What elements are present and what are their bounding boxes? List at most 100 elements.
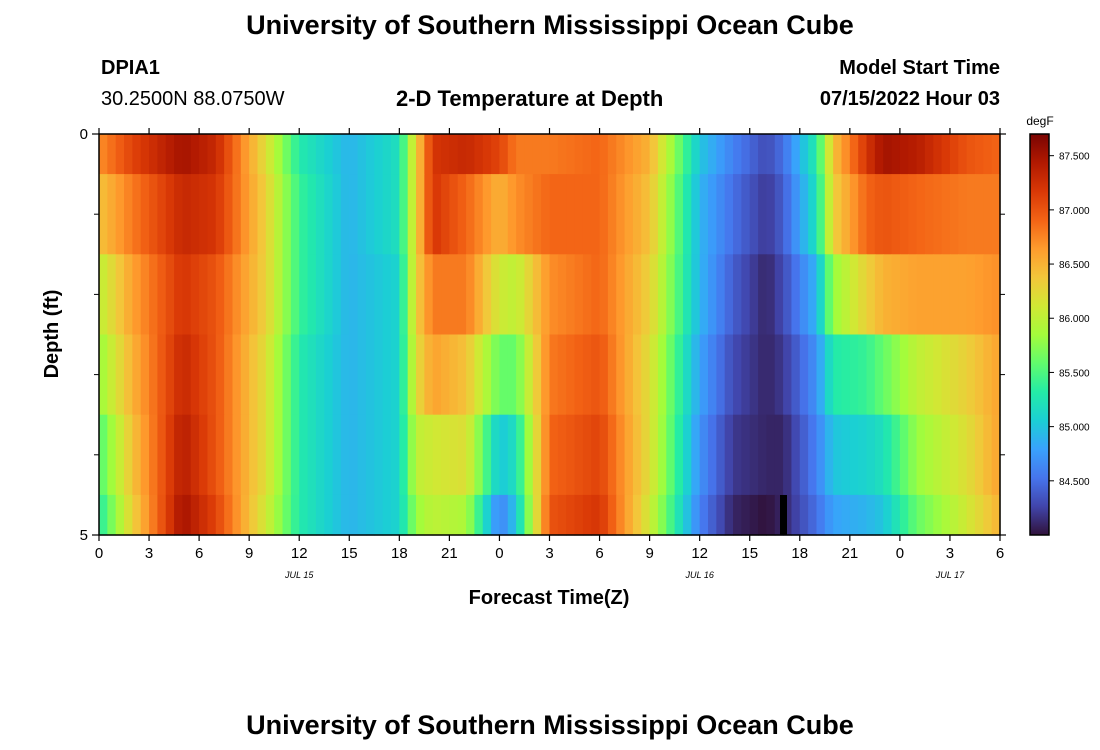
heatmap-cell [207,174,217,255]
heatmap-cell [891,174,901,255]
x-tick-label: 3 [946,545,954,562]
heatmap-cell [332,494,342,536]
colorbar-tick-label: 85.000 [1059,423,1090,434]
heatmap-cell [432,134,442,175]
heatmap-cell [824,414,834,496]
heatmap-cell [549,254,559,336]
heatmap-cell [849,254,859,336]
heatmap-cell [374,254,384,336]
heatmap-cell [416,414,425,496]
heatmap-cell [682,134,692,175]
heatmap-cell [799,334,809,416]
heatmap-cell [416,134,425,175]
heatmap-cell [516,134,526,175]
heatmap-cell [449,494,459,536]
heatmap-cell [507,414,517,496]
heatmap-cell [165,414,175,496]
heatmap-cell [983,494,993,536]
heatmap-cell [390,334,400,416]
heatmap-cell [991,174,1001,255]
heatmap-cell [449,174,459,255]
heatmap-cell [207,334,217,416]
heatmap-cell [115,174,125,255]
heatmap-cell [649,334,659,416]
heatmap-cell [115,494,125,536]
heatmap-cell [716,254,726,336]
heatmap-cell [783,174,793,255]
heatmap-cell [349,494,359,536]
heatmap-cell [390,174,400,255]
heatmap-cell [874,134,884,175]
heatmap-cell [758,414,768,496]
heatmap-cell [215,254,225,336]
colorbar-ticks: 84.500 85.000 85.500 86.000 86.500 87.000 87.5… [1049,152,1090,488]
colorbar-tick-label: 86.000 [1059,314,1090,325]
heatmap-cell [766,134,776,175]
heatmap-cell [574,174,584,255]
heatmap-cell [390,414,400,496]
heatmap-cell [724,414,734,496]
heatmap-cells [99,134,1001,536]
heatmap-cell [866,334,876,416]
heatmap-cell [591,254,601,336]
heatmap-cell [541,254,551,336]
heatmap-cell [908,414,918,496]
heatmap-cell [674,334,684,416]
heatmap-cell [115,254,125,336]
heatmap-cell [632,334,642,416]
heatmap-cell [958,254,968,336]
heatmap-cell [724,334,734,416]
heatmap-cell [699,134,709,175]
heatmap-cell [874,174,884,255]
heatmap-cell [407,254,417,336]
heatmap-cell [240,494,250,536]
heatmap-cell [841,494,851,536]
heatmap-cell [557,254,567,336]
heatmap-cell [174,494,184,536]
heatmap-cell [491,414,501,496]
heatmap-cell [682,334,692,416]
heatmap-cell [499,254,509,336]
heatmap-cell [749,174,759,255]
heatmap-cell [107,414,117,496]
heatmap-cell [666,174,676,255]
heatmap-cell [332,334,342,416]
heatmap-cell [374,414,384,496]
heatmap-cell [974,174,984,255]
heatmap-cell [691,254,701,336]
heatmap-cell [566,174,576,255]
heatmap-cell [866,414,876,496]
heatmap-cell [833,334,843,416]
heatmap-cell [190,334,200,416]
heatmap-cell [282,254,292,336]
heatmap-cell [582,174,592,255]
heatmap-cell [232,414,242,496]
heatmap-cell [482,414,492,496]
heatmap-cell [541,174,551,255]
heatmap-cell [432,414,442,496]
heatmap-cell [174,174,184,255]
heatmap-cell [833,254,843,336]
heatmap-cell [808,134,818,175]
heatmap-cell [407,334,417,416]
heatmap-cell [416,174,425,255]
heatmap-cell [791,334,801,416]
heatmap-cell [340,334,350,416]
heatmap-cell [641,334,651,416]
heatmap-cell [866,494,876,536]
heatmap-cell [107,334,117,416]
heatmap-cell [524,174,534,255]
heatmap-cell [240,134,250,175]
heatmap-cell [215,414,225,496]
heatmap-cell [816,174,826,255]
heatmap-cell [457,334,467,416]
heatmap-cell [174,254,184,336]
heatmap-cell [99,254,108,336]
heatmap-cell [249,494,259,536]
heatmap-cell [899,174,909,255]
heatmap-cell [582,134,592,175]
heatmap-cell [474,414,484,496]
heatmap-cell [649,254,659,336]
heatmap-cell [499,174,509,255]
heatmap-cell [557,174,567,255]
